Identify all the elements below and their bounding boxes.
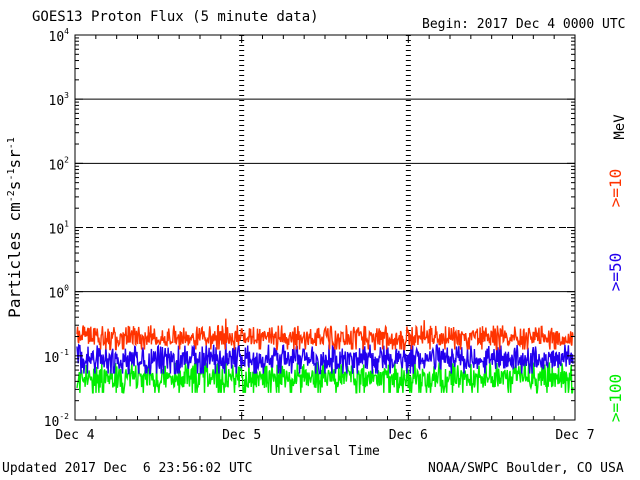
x-tick-label: Dec 5	[222, 428, 261, 443]
x-tick-label: Dec 6	[389, 428, 428, 443]
x-tick-label: Dec 7	[555, 428, 594, 443]
y-tick-label: 102	[49, 155, 70, 173]
begin-time-label: Begin: 2017 Dec 4 0000 UTC	[422, 17, 626, 32]
series-line	[76, 318, 574, 351]
x-axis-label: Universal Time	[270, 444, 380, 459]
credit-label: NOAA/SWPC Boulder, CO USA	[428, 461, 624, 476]
legend-unit-label: MeV	[612, 114, 628, 140]
x-tick-label: Dec 4	[55, 428, 94, 443]
y-axis-label: Particles cm-2s-1sr-1	[5, 137, 24, 318]
series-group	[76, 318, 574, 394]
chart-title: GOES13 Proton Flux (5 minute data)	[32, 9, 319, 25]
y-tick-label: 104	[49, 27, 70, 45]
y-tick-label: 100	[49, 284, 70, 302]
legend-series-label: >=100	[606, 374, 625, 422]
y-tick-label: 101	[49, 220, 70, 238]
series-line	[76, 358, 574, 394]
legend-series-label: >=50	[606, 253, 625, 292]
y-tick-label: 10-1	[44, 348, 69, 366]
y-tick-label: 103	[49, 91, 70, 109]
legend-series-label: >=10	[606, 169, 625, 208]
series-line	[76, 339, 574, 375]
updated-label: Updated 2017 Dec 6 23:56:02 UTC	[2, 461, 253, 476]
